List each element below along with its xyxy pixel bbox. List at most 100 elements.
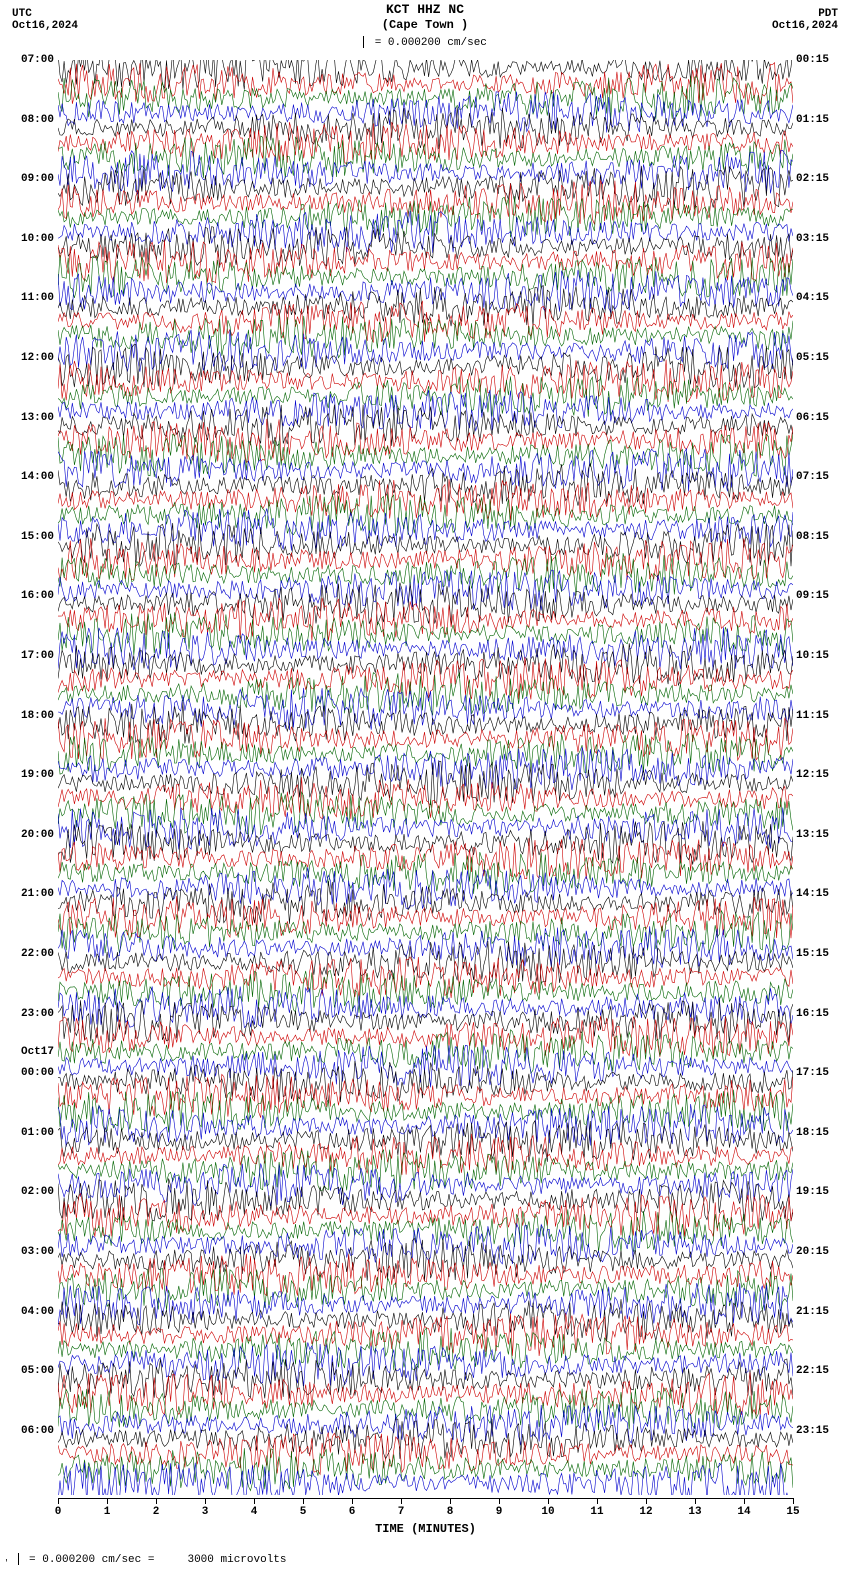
- pdt-time-label: 04:15: [796, 292, 829, 304]
- pdt-time-label: 06:15: [796, 412, 829, 424]
- utc-time-label: 13:00: [21, 412, 54, 424]
- pdt-time-label: 18:15: [796, 1127, 829, 1139]
- x-tick: [597, 1498, 598, 1504]
- pdt-time-label: 17:15: [796, 1067, 829, 1079]
- x-tick-label: 15: [786, 1506, 799, 1518]
- trace-line: [58, 971, 793, 1013]
- pdt-time-label: 12:15: [796, 769, 829, 781]
- utc-time-label: 14:00: [21, 471, 54, 483]
- x-tick: [695, 1498, 696, 1504]
- x-tick-label: 8: [447, 1506, 454, 1518]
- trace-line: [58, 1388, 793, 1430]
- trace-line: [58, 301, 793, 342]
- utc-time-label: 20:00: [21, 829, 54, 841]
- x-tick-label: 6: [349, 1506, 356, 1518]
- trace-line: [58, 867, 793, 909]
- utc-time-label: 09:00: [21, 173, 54, 185]
- trace-line: [58, 570, 793, 611]
- pdt-time-label: 10:15: [796, 650, 829, 662]
- x-tick: [499, 1498, 500, 1504]
- x-tick: [548, 1498, 549, 1504]
- utc-time-label: 21:00: [21, 888, 54, 900]
- scale-text: = 0.000200 cm/sec: [375, 37, 487, 49]
- pdt-time-label: 23:15: [796, 1425, 829, 1437]
- x-tick: [156, 1498, 157, 1504]
- x-tick-label: 11: [590, 1506, 603, 1518]
- utc-time-label: 08:00: [21, 114, 54, 126]
- x-tick-label: 1: [104, 1506, 111, 1518]
- utc-time-label: 23:00: [21, 1008, 54, 1020]
- x-tick-label: 2: [153, 1506, 160, 1518]
- pdt-time-label: 03:15: [796, 233, 829, 245]
- utc-time-label: 15:00: [21, 531, 54, 543]
- utc-time-label: 12:00: [21, 352, 54, 364]
- x-tick: [303, 1498, 304, 1504]
- trace-line: [58, 405, 793, 446]
- trace-line: [58, 1224, 793, 1264]
- x-tick: [107, 1498, 108, 1504]
- trace-line: [58, 1090, 793, 1133]
- trace-line: [58, 1194, 793, 1237]
- x-tick-label: 9: [496, 1506, 503, 1518]
- helicorder-container: UTC Oct16,2024 PDT Oct16,2024 KCT HHZ NC…: [0, 0, 850, 1584]
- seismogram-plot: [58, 60, 793, 1495]
- x-tick-label: 13: [688, 1506, 701, 1518]
- trace-line: [58, 838, 793, 879]
- x-tick: [58, 1498, 59, 1504]
- trace-line: [58, 553, 793, 595]
- trace-line: [58, 941, 793, 983]
- trace-line: [58, 957, 793, 998]
- x-tick: [744, 1498, 745, 1504]
- utc-time-label: 07:00: [21, 54, 54, 66]
- utc-time-label: 03:00: [21, 1246, 54, 1258]
- trace-line: [58, 702, 793, 743]
- trace-line: [58, 583, 793, 626]
- pdt-time-axis: 00:1501:1502:1503:1504:1505:1506:1507:15…: [796, 60, 848, 1495]
- pdt-time-label: 16:15: [796, 1008, 829, 1020]
- utc-time-label: 01:00: [21, 1127, 54, 1139]
- x-tick: [793, 1498, 794, 1504]
- pdt-time-label: 08:15: [796, 531, 829, 543]
- pdt-time-label: 19:15: [796, 1186, 829, 1198]
- trace-line: [58, 1313, 793, 1356]
- pdt-time-label: 05:15: [796, 352, 829, 364]
- footer-text-suffix: 3000 microvolts: [187, 1554, 286, 1566]
- x-tick-label: 0: [55, 1506, 62, 1518]
- x-tick: [352, 1498, 353, 1504]
- x-tick: [450, 1498, 451, 1504]
- pdt-time-label: 11:15: [796, 710, 829, 722]
- pdt-time-label: 13:15: [796, 829, 829, 841]
- x-tick-label: 14: [737, 1506, 750, 1518]
- pdt-time-label: 20:15: [796, 1246, 829, 1258]
- pdt-time-label: 22:15: [796, 1365, 829, 1377]
- utc-time-label: 05:00: [21, 1365, 54, 1377]
- utc-time-label: 06:00: [21, 1425, 54, 1437]
- utc-time-label: 00:00: [21, 1067, 54, 1079]
- utc-time-axis: 07:0008:0009:0010:0011:0012:0013:0014:00…: [0, 60, 56, 1495]
- x-axis-line: [58, 1498, 793, 1499]
- utc-time-label: 19:00: [21, 769, 54, 781]
- pdt-time-label: 01:15: [796, 114, 829, 126]
- footer-scale-bar-icon: [18, 1553, 19, 1565]
- footer-marker: ': [4, 1559, 9, 1568]
- x-axis: TIME (MINUTES) 0123456789101112131415: [58, 1498, 793, 1548]
- trace-line: [58, 688, 793, 730]
- x-tick: [401, 1498, 402, 1504]
- x-tick-label: 3: [202, 1506, 209, 1518]
- pdt-time-label: 21:15: [796, 1306, 829, 1318]
- trace-line: [58, 376, 793, 417]
- x-tick: [646, 1498, 647, 1504]
- utc-time-label: 11:00: [21, 292, 54, 304]
- utc-time-label: Oct17: [21, 1046, 54, 1058]
- trace-line: [58, 821, 793, 864]
- x-tick-label: 12: [639, 1506, 652, 1518]
- trace-line: [58, 673, 793, 716]
- trace-line: [58, 808, 793, 850]
- trace-line: [58, 1030, 793, 1074]
- x-tick-label: 5: [300, 1506, 307, 1518]
- pdt-time-label: 14:15: [796, 888, 829, 900]
- pdt-time-label: 02:15: [796, 173, 829, 185]
- station-title: KCT HHZ NC: [0, 2, 850, 17]
- seismogram-svg: [58, 60, 793, 1495]
- trace-line: [58, 881, 793, 924]
